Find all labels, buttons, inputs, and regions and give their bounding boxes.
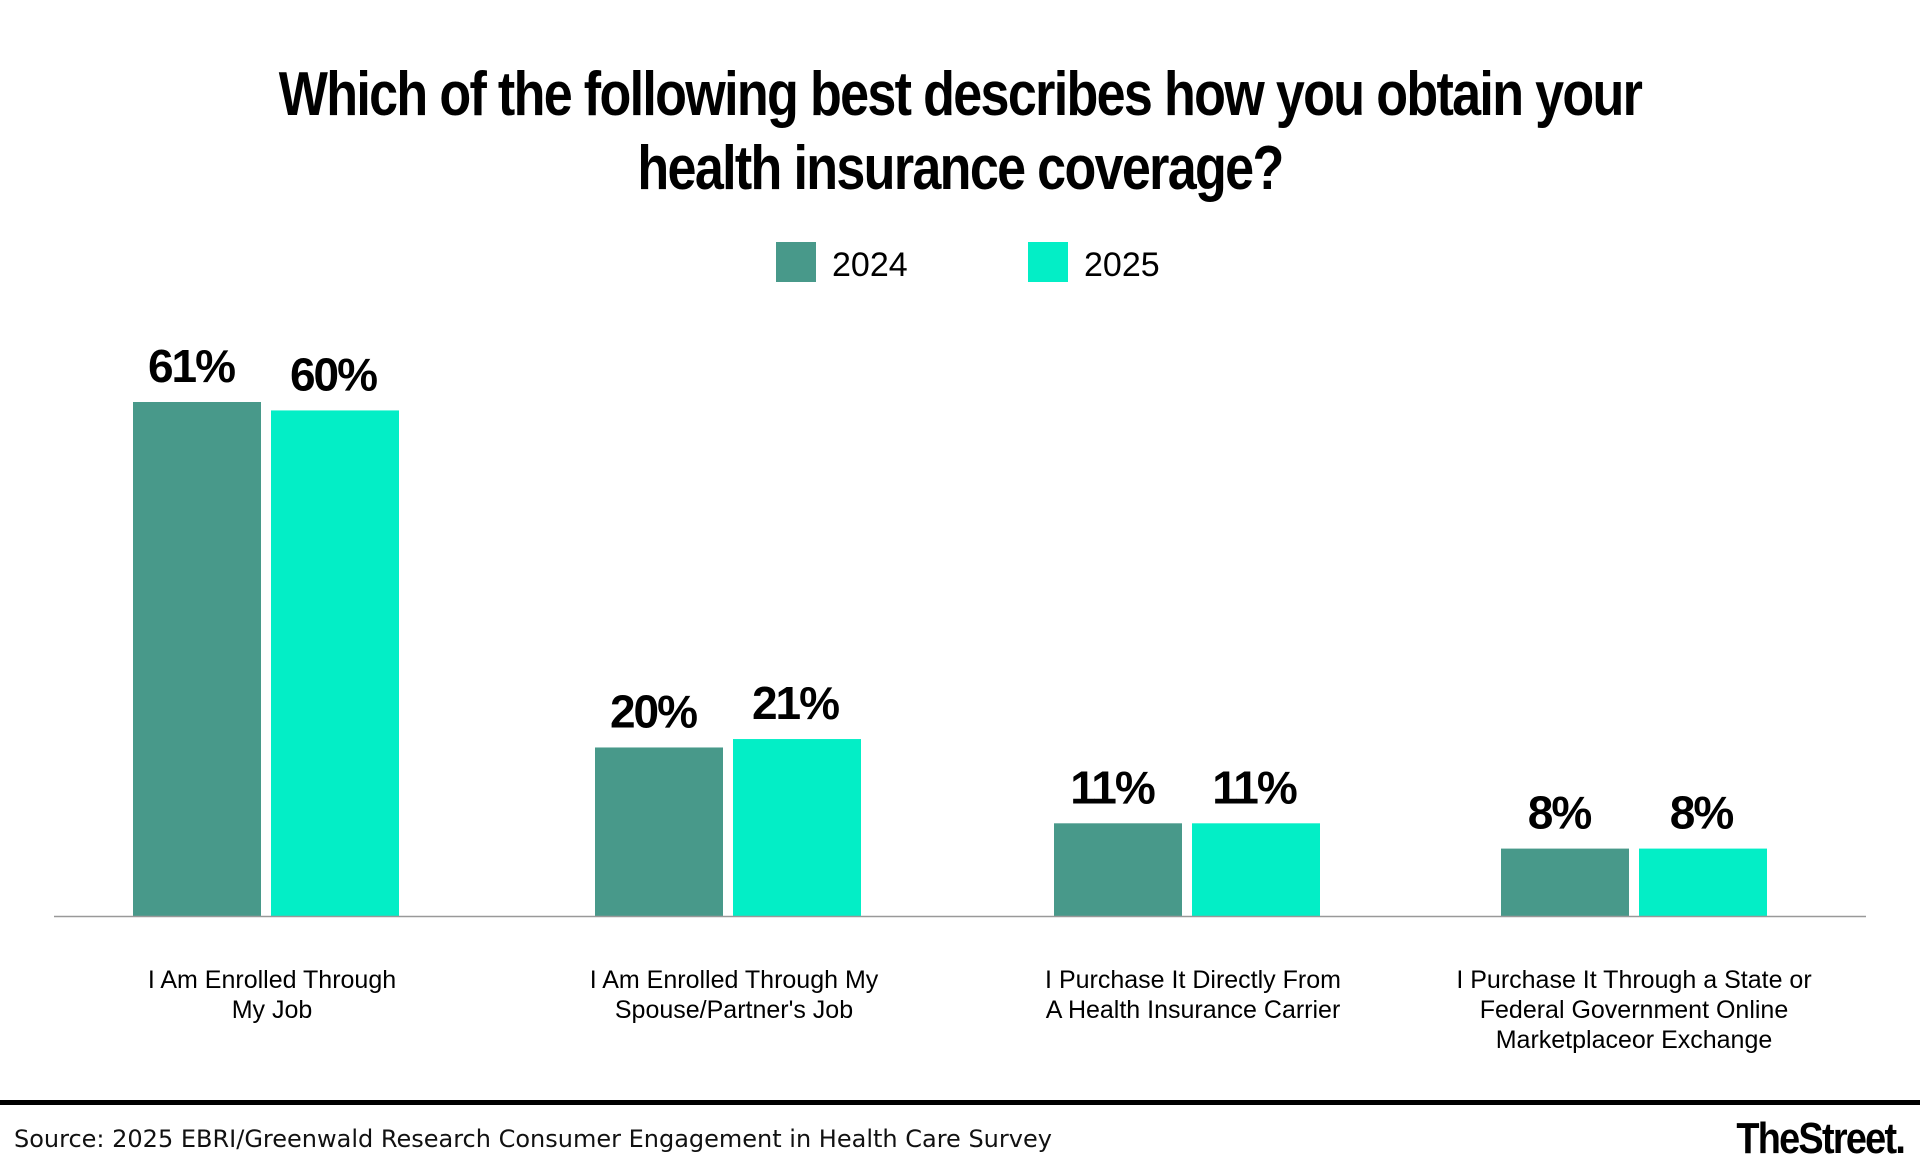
value-label-2024-3: 11% (1070, 761, 1155, 813)
footer-divider (0, 1100, 1920, 1105)
bar-2024-3 (1054, 823, 1182, 916)
category-label-2: I Am Enrolled Through My Spouse/Partner's… (590, 966, 879, 1024)
value-label-2024-1: 61% (148, 340, 235, 392)
value-label-2024-4: 8% (1528, 787, 1592, 839)
bar-2024-2 (595, 747, 723, 916)
source-note: Source: 2025 EBRI/Greenwald Research Con… (14, 1125, 1052, 1153)
bar-2025-2 (733, 739, 861, 916)
legend: 2024 2025 (776, 242, 1160, 284)
category-label-1: I Am Enrolled Through My Job (148, 966, 396, 1024)
value-label-2025-4: 8% (1670, 787, 1734, 839)
value-labels: 61% 60% 20% 21% 11% 11% 8% 8% (148, 340, 1735, 839)
brand-logo: TheStreet. (1736, 1114, 1906, 1163)
legend-swatch-2025 (1028, 242, 1068, 282)
value-label-2025-1: 60% (290, 348, 377, 400)
legend-label-2024: 2024 (832, 246, 908, 284)
category-label-4: I Purchase It Through a State or Federal … (1456, 966, 1811, 1054)
bar-2024-4 (1501, 848, 1629, 916)
category-label-line: Spouse/Partner's Job (615, 996, 853, 1024)
category-label-3: I Purchase It Directly From A Health Insu… (1045, 966, 1341, 1024)
bar-2025-4 (1639, 848, 1767, 916)
category-label-line: I Am Enrolled Through (148, 966, 396, 994)
value-label-2025-3: 11% (1212, 761, 1297, 813)
bar-2024-1 (133, 402, 261, 916)
bars (133, 402, 1767, 916)
legend-swatch-2024 (776, 242, 816, 282)
category-label-line: A Health Insurance Carrier (1046, 996, 1341, 1024)
chart-title: Which of the following best describes ho… (278, 60, 1643, 203)
category-label-line: I Purchase It Through a State or (1456, 966, 1811, 994)
category-label-line: I Purchase It Directly From (1045, 966, 1341, 994)
bar-2025-3 (1192, 823, 1320, 916)
bar-2025-1 (271, 410, 399, 916)
value-label-2024-2: 20% (610, 685, 697, 737)
category-label-line: My Job (232, 996, 313, 1024)
category-label-line: Marketplaceor Exchange (1496, 1026, 1773, 1054)
category-label-line: I Am Enrolled Through My (590, 966, 879, 994)
legend-label-2025: 2025 (1084, 246, 1160, 284)
category-label-line: Federal Government Online (1480, 996, 1788, 1024)
value-label-2025-2: 21% (752, 677, 839, 729)
